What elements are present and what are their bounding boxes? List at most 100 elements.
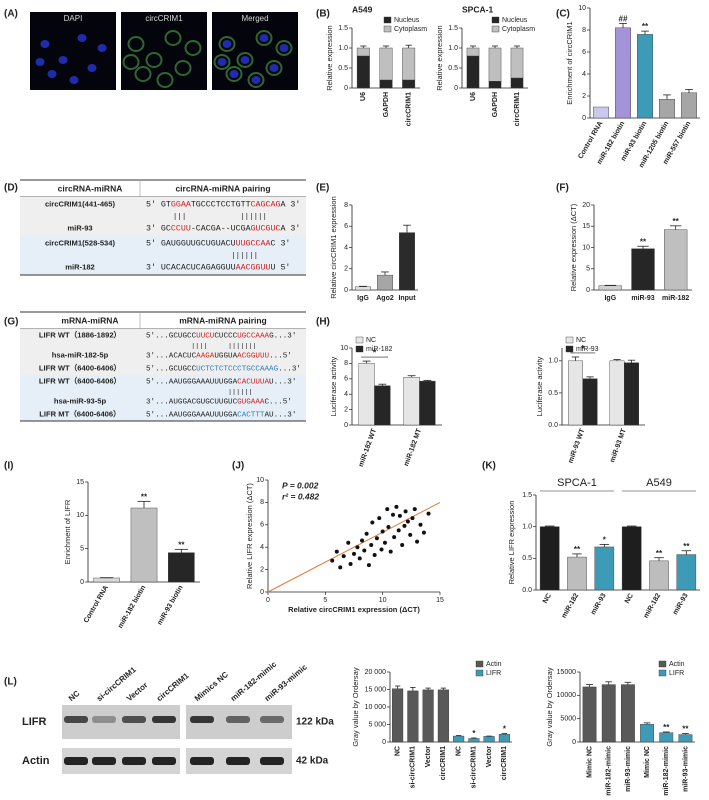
bar	[631, 248, 655, 291]
y-tick-label: 5	[80, 546, 84, 553]
legend-label: LIFR	[669, 670, 684, 677]
legend-label: NC	[576, 337, 586, 344]
panel-label: (F)	[556, 183, 569, 194]
point	[369, 542, 374, 547]
y-tick-label: 1.0	[338, 45, 348, 52]
pairing-sequence: 5′ GAUGGUUGCUGUACUUUGCCAAC 3′	[146, 239, 290, 249]
point	[415, 539, 420, 544]
nucleus	[58, 56, 68, 64]
point	[341, 554, 346, 559]
table-row-background	[20, 221, 306, 236]
x-tick-label: Input	[398, 295, 416, 302]
sequence-segment: CCUU	[171, 225, 191, 234]
pairing-bonds: ||||||	[146, 388, 253, 396]
y-tick-label: 4	[344, 244, 348, 251]
nucleus	[240, 56, 250, 64]
pairing-bonds: ||||||	[146, 252, 258, 260]
blot-size: 122 kDa	[296, 717, 334, 728]
bar	[678, 734, 693, 743]
table-row-background	[20, 362, 306, 375]
legend-swatch	[475, 669, 484, 677]
sequence-segment: 3′...ACACUC	[146, 353, 197, 361]
y-tick-label: 1.5	[522, 492, 532, 499]
bar	[466, 55, 480, 89]
table-header: mRNA-miRNA	[61, 315, 118, 325]
sequence-segment: CACUUUA	[237, 379, 269, 387]
point	[330, 558, 335, 563]
y-axis-label: Luciferase activity	[535, 356, 544, 416]
sequence-segment: UUGCCAA	[236, 240, 271, 249]
sequence-segment: 5′...AAUGGGAAAUUUGGA	[146, 379, 238, 387]
sequence-segment: 5′...GCUGCC	[146, 366, 197, 374]
point	[421, 530, 426, 535]
y-tick-label: 5000	[560, 716, 576, 723]
annotation: P = 0.002	[282, 480, 319, 490]
significance-mark: **	[178, 540, 185, 549]
significance-mark: *	[503, 725, 507, 734]
y-tick-label: 0.0	[522, 587, 532, 594]
pairing-sequence: 5′...AAUGGGAAAUUUGGACACTTTAU...3′	[146, 412, 296, 420]
blot-band	[122, 716, 146, 723]
sequence-segment: U...3′	[269, 379, 296, 387]
cytoplasm-signal	[145, 52, 163, 68]
blot-band	[260, 757, 284, 765]
annotation: r² = 0.482	[282, 491, 319, 501]
cytoplasm-signal	[255, 30, 273, 46]
row-label: LIFR WT（6400-6406）	[39, 376, 121, 386]
legend-swatch	[355, 336, 364, 344]
nucleus	[259, 34, 269, 42]
pairing-sequence: 5′...GCUGCCUCTCTCTCCCTGCCAAAG...3′	[146, 366, 301, 374]
y-tick-label: 10	[256, 477, 264, 484]
x-tick-label: 5	[323, 597, 327, 604]
chart-title: A549	[352, 4, 373, 14]
x-tick-label: 10	[379, 597, 387, 604]
panel-label: (J)	[232, 461, 244, 472]
y-axis-label: Relative expression	[435, 25, 444, 90]
table-row-background	[20, 329, 306, 342]
blot-band	[190, 757, 214, 765]
y-tick-label: 0	[260, 589, 264, 596]
x-tick-label: Ago2	[376, 295, 394, 302]
x-tick-label: miR-182-mimic	[606, 746, 613, 796]
pairing-sequence: 3′...ACACUCAAGAUGGUAACGGUUU...5′	[146, 353, 292, 361]
legend-label: Nucleus	[394, 17, 420, 24]
bar	[624, 362, 639, 426]
pairing-bonds: ||| ||||||	[146, 213, 267, 221]
significance-mark: **	[673, 217, 680, 226]
y-tick-label: 4	[582, 71, 586, 78]
point	[382, 540, 387, 545]
row-label: circCRIM1(528-534)	[45, 239, 116, 248]
blot-size: 42 kDa	[296, 756, 329, 767]
point	[338, 565, 343, 570]
x-tick-label: NC	[542, 592, 553, 604]
bar	[407, 690, 419, 743]
row-label: LIFR MT（6400-6406）	[39, 409, 120, 419]
bar	[594, 546, 615, 591]
y-tick-label: 1.5	[448, 25, 458, 32]
image-label: Merged	[241, 14, 268, 23]
table-row-background	[20, 342, 306, 349]
sequence-segment: 5′...AAUGGGAAAUUUGGA	[146, 412, 238, 420]
bar	[488, 47, 502, 82]
sequence-segment: 5′ GAUGGUUGCUGUACU	[146, 239, 236, 249]
sequence-segment: UGCCAAA	[237, 333, 269, 341]
y-tick-label: 8	[260, 499, 264, 506]
bar	[392, 688, 404, 743]
legend-swatch	[658, 669, 667, 677]
legend-label: miR-182	[366, 346, 393, 353]
sequence-segment: -CACGA--UCGA	[191, 225, 251, 234]
bar	[355, 286, 371, 291]
y-tick-label: 2	[344, 406, 348, 413]
x-tick-label: Mimic NC	[586, 746, 593, 778]
pairing-sequence: 5′ GTGGAATGCCCTCCTGTTCAGCAGA 3′	[146, 200, 300, 210]
blot-row-label: LIFR	[22, 716, 46, 728]
significance-mark: ##	[619, 15, 628, 24]
sequence-segment: AACGGUU	[236, 264, 271, 273]
bar	[399, 232, 415, 291]
point	[388, 549, 393, 554]
blot-band	[92, 716, 116, 723]
bar	[567, 556, 587, 591]
point	[355, 545, 360, 550]
bar	[93, 577, 120, 583]
